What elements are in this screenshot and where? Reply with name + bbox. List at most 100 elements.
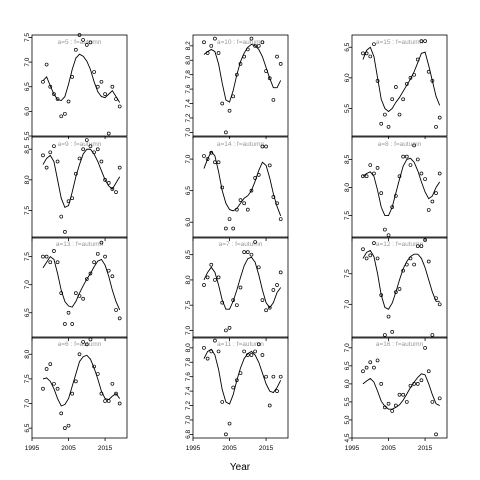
y-tick-label: 7.0 xyxy=(24,57,31,66)
data-point xyxy=(412,262,416,267)
y-tick-label: 7.5 xyxy=(24,252,31,261)
data-point xyxy=(386,314,391,319)
data-point xyxy=(92,150,96,155)
smoothed-series-line xyxy=(203,43,282,103)
data-point xyxy=(368,253,373,258)
data-point xyxy=(412,143,416,148)
data-point xyxy=(117,165,122,170)
data-point xyxy=(275,389,279,393)
data-point xyxy=(92,260,96,265)
data-point xyxy=(81,147,86,152)
y-tick-label: 7.5 xyxy=(344,211,351,220)
data-point xyxy=(52,92,56,96)
y-tick-label: 7.4 xyxy=(185,99,192,108)
data-point xyxy=(383,112,387,117)
data-point xyxy=(361,174,365,179)
data-point xyxy=(48,84,53,89)
data-point xyxy=(95,147,100,152)
data-point xyxy=(66,199,71,204)
data-point xyxy=(48,362,53,366)
data-point xyxy=(216,51,221,55)
data-point xyxy=(216,275,221,280)
data-point xyxy=(419,171,424,176)
data-point xyxy=(434,432,438,437)
data-point xyxy=(242,349,247,354)
data-point xyxy=(264,69,268,73)
data-point xyxy=(242,250,247,254)
data-point xyxy=(238,371,243,375)
data-point xyxy=(52,144,56,149)
y-tick-label: 8.0 xyxy=(185,343,192,352)
panel-frame xyxy=(351,136,448,239)
data-point xyxy=(397,392,402,397)
data-point xyxy=(256,43,261,48)
y-tick-label: 6.0 xyxy=(344,73,351,82)
data-point xyxy=(372,171,376,176)
data-point xyxy=(77,352,82,357)
y-tick-label: 7.8 xyxy=(185,357,192,366)
data-point xyxy=(103,399,107,403)
data-point xyxy=(209,150,214,155)
y-tick-label: 8.0 xyxy=(24,349,31,358)
y-tick-label: 8.5 xyxy=(344,155,351,164)
data-point xyxy=(81,296,86,301)
data-point xyxy=(271,374,276,379)
data-point xyxy=(383,333,387,337)
data-point xyxy=(73,171,78,176)
data-point xyxy=(423,39,427,43)
data-point xyxy=(364,256,369,261)
data-point xyxy=(364,174,369,179)
data-point xyxy=(397,287,402,291)
data-point xyxy=(44,62,49,67)
data-point xyxy=(63,111,67,116)
data-point xyxy=(386,124,391,129)
data-point xyxy=(52,381,56,386)
data-point xyxy=(264,308,268,313)
y-tick-label: 7.5 xyxy=(24,33,31,42)
data-point xyxy=(227,108,232,113)
data-point xyxy=(404,82,409,86)
x-tick-label: 2005 xyxy=(61,445,76,452)
data-point xyxy=(256,265,261,270)
data-point xyxy=(99,240,104,245)
y-tick-label: 7.5 xyxy=(24,374,31,383)
data-point xyxy=(41,153,45,158)
y-tick-label: 6.5 xyxy=(24,82,31,91)
data-point xyxy=(103,177,107,182)
y-tick-label: 5.5 xyxy=(344,397,351,406)
data-point xyxy=(401,154,406,159)
data-point xyxy=(88,144,93,149)
data-point xyxy=(202,345,206,350)
data-point xyxy=(408,256,413,261)
data-point xyxy=(368,54,373,59)
data-point xyxy=(106,131,111,136)
y-tick-label: 5.5 xyxy=(344,104,351,113)
x-tick-label: 2005 xyxy=(222,445,237,452)
y-tick-label: 8.5 xyxy=(185,250,192,259)
panel-9: a=15 : f=autumn 5.5 6.0 6.5 xyxy=(344,34,448,139)
panel-1: a=5 : f=autumn 5.5 6.0 6.5 7.0 7.5 xyxy=(24,33,128,141)
data-point xyxy=(114,391,118,396)
panel-10: a=8 : f=autumn 7.5 8.0 8.5 xyxy=(344,136,448,241)
data-point xyxy=(41,79,45,84)
data-point xyxy=(41,386,45,391)
data-point xyxy=(430,400,435,404)
data-point xyxy=(401,97,406,102)
y-tick-label: 8.2 xyxy=(185,41,192,50)
panel-frame xyxy=(192,34,289,137)
data-point xyxy=(260,353,265,357)
y-tick-label: 4.5 xyxy=(344,433,351,442)
x-tick-label: 1995 xyxy=(25,445,40,452)
y-tick-label: 8.0 xyxy=(185,275,192,284)
data-point xyxy=(95,251,100,256)
data-point xyxy=(375,358,380,363)
data-point xyxy=(245,207,250,212)
data-point xyxy=(106,268,111,273)
data-point xyxy=(48,150,53,155)
data-point xyxy=(73,379,78,384)
data-point xyxy=(117,316,122,321)
data-point xyxy=(234,378,239,383)
data-point xyxy=(419,378,424,383)
data-point xyxy=(412,382,416,386)
data-point xyxy=(220,400,225,404)
